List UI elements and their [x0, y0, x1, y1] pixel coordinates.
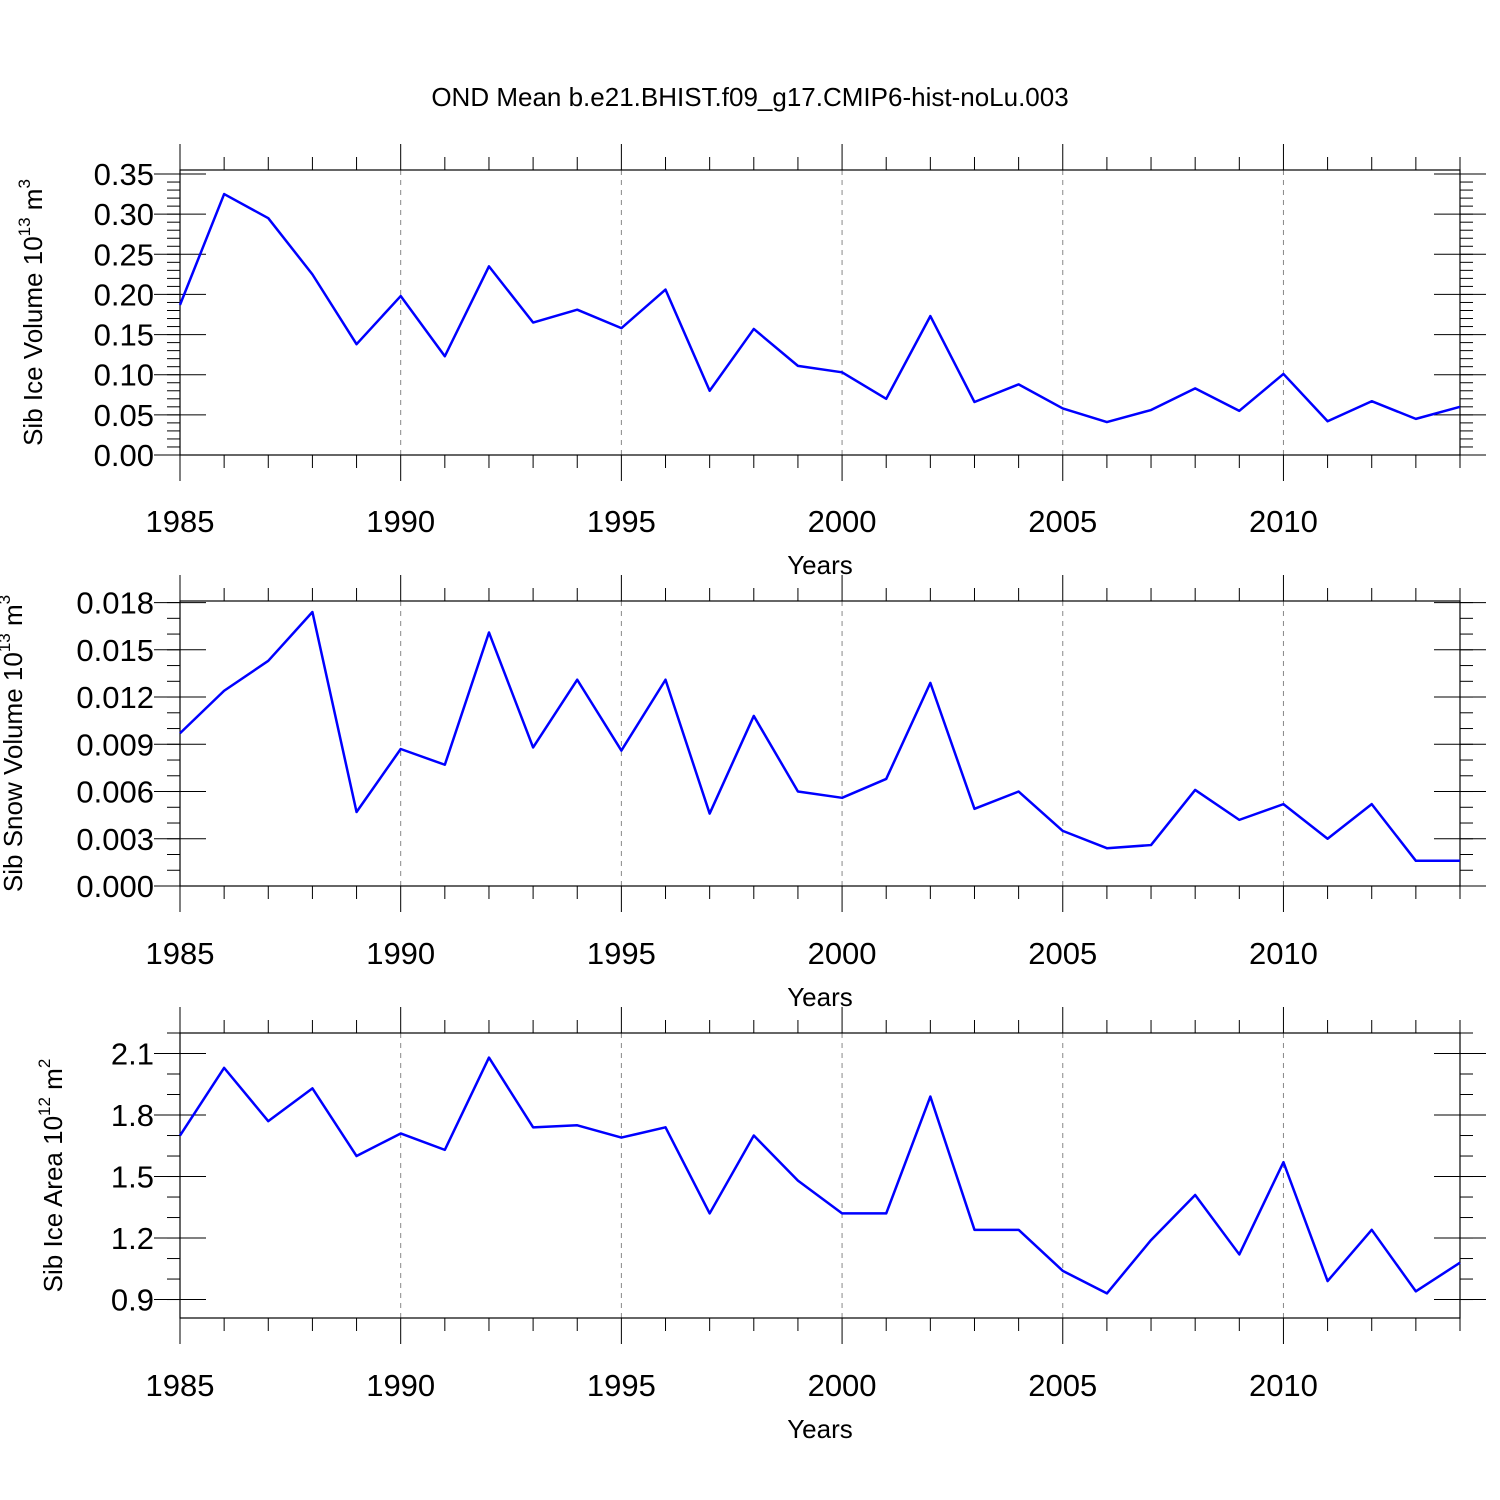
y-tick-label: 0.30 [94, 197, 154, 232]
series-line [179, 610, 1460, 863]
x-tick-label: 1990 [366, 504, 435, 539]
plot-frame [179, 600, 1461, 887]
y-tick-label: 0.012 [76, 680, 154, 715]
y-tick-label: 0.018 [76, 586, 154, 621]
y-axis-title-part: 12 [35, 1097, 54, 1116]
x-tick-label: 2000 [808, 1368, 877, 1403]
x-tick-label: 2005 [1028, 504, 1097, 539]
y-axis-title-part: Sib Ice Volume 10 [18, 236, 48, 446]
y-tick-label: 0.009 [76, 727, 154, 762]
x-tick-label: 1995 [587, 504, 656, 539]
panel-1: 1985 1990 1995 2000 2005 2010 0.00 0.05 0.10 0.15… [15, 144, 1486, 580]
plot-frame [179, 1032, 1461, 1319]
y-tick-label: 0.006 [76, 775, 154, 810]
y-axis-title-part: Sib Snow Volume 10 [0, 652, 28, 892]
x-axis-title: Years [787, 550, 853, 580]
x-tick-label: 1990 [366, 1368, 435, 1403]
y-axis-title-part: m [0, 604, 28, 633]
x-tick-label: 2000 [808, 936, 877, 971]
y-axis-title-part: 13 [0, 633, 14, 652]
y-tick-label: 0.00 [94, 438, 154, 473]
y-axis-title: Sib Ice Volume 1013 m3 [15, 179, 48, 446]
series-line [178, 1056, 1461, 1295]
chart-title: OND Mean b.e21.BHIST.f09_g17.CMIP6-hist-… [431, 82, 1068, 112]
y-tick-label: 2.1 [111, 1037, 154, 1072]
y-tick-label: 0.9 [111, 1283, 154, 1318]
y-axis-title: Sib Snow Volume 1013 m3 [0, 595, 28, 892]
y-tick-label: 1.8 [111, 1098, 154, 1133]
x-tick-label: 2010 [1249, 504, 1318, 539]
x-axis-title: Years [787, 982, 853, 1012]
y-axis-title-part: m [38, 1068, 68, 1097]
y-tick-label: 1.2 [111, 1221, 154, 1256]
y-tick-label: 0.25 [94, 237, 154, 272]
x-tick-label: 2010 [1249, 936, 1318, 971]
series-line [178, 192, 1461, 424]
panel-2: 1985 1990 1995 2000 2005 2010 0.000 0.003 0.006 0… [0, 575, 1486, 1012]
x-axis-title: Years [787, 1414, 853, 1444]
y-tick-label: 0.35 [94, 157, 154, 192]
x-tick-label: 1995 [587, 1368, 656, 1403]
x-tick-label: 1995 [587, 936, 656, 971]
x-tick-label: 1985 [146, 504, 215, 539]
panel-3: 1985 1990 1995 2000 2005 2010 0.9 1.2 1.5 1.8 2.1 Y… [35, 1007, 1486, 1444]
y-axis-title-part: 3 [0, 595, 14, 604]
y-axis-title-part: 2 [35, 1059, 54, 1068]
x-tick-label: 1990 [366, 936, 435, 971]
plot-frame [179, 169, 1461, 456]
y-tick-label: 1.5 [111, 1160, 154, 1195]
x-tick-label: 1985 [146, 936, 215, 971]
y-axis-title-part: 3 [15, 179, 34, 188]
y-axis-title-part: Sib Ice Area 10 [38, 1116, 68, 1292]
x-tick-label: 2005 [1028, 936, 1097, 971]
x-tick-label: 2000 [808, 504, 877, 539]
y-tick-label: 0.15 [94, 318, 154, 353]
y-tick-label: 0.000 [76, 869, 154, 904]
y-axis-title: Sib Ice Area 1012 m2 [35, 1059, 68, 1293]
y-axis-title-part: m [18, 189, 48, 218]
y-axis-title-part: 13 [15, 217, 34, 236]
x-tick-label: 1985 [146, 1368, 215, 1403]
y-tick-label: 0.10 [94, 358, 154, 393]
y-tick-label: 0.20 [94, 277, 154, 312]
y-tick-label: 0.015 [76, 633, 154, 668]
y-tick-label: 0.05 [94, 398, 154, 433]
y-tick-label: 0.003 [76, 822, 154, 857]
x-tick-label: 2010 [1249, 1368, 1318, 1403]
x-tick-label: 2005 [1028, 1368, 1097, 1403]
